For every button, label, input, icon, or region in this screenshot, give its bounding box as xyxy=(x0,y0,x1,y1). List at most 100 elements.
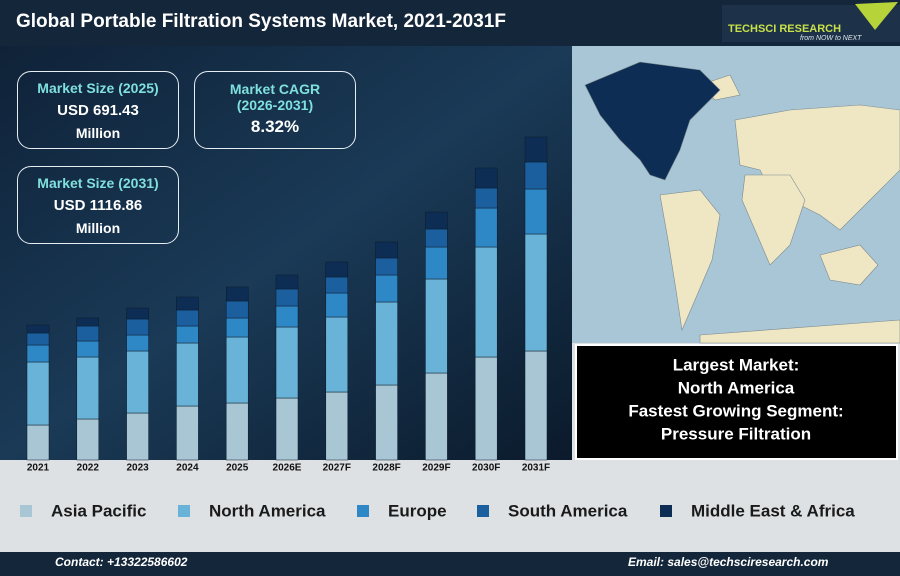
legend-label: North America xyxy=(209,501,326,520)
bar-segment xyxy=(275,274,299,290)
bar-segment xyxy=(474,356,498,461)
highlight-line: North America xyxy=(678,378,795,397)
bar-segment xyxy=(176,405,199,461)
bar-segment xyxy=(524,136,548,163)
bar-segment xyxy=(375,241,398,259)
x-tick-label: 2021 xyxy=(27,463,50,474)
x-tick-label: 2026E xyxy=(273,463,302,474)
tagline: from NOW to NEXT xyxy=(800,35,862,42)
bar-segment xyxy=(126,318,149,336)
bar-segment xyxy=(474,207,498,248)
stat-box: Market CAGR (2026-2031) 8.32% xyxy=(194,71,356,149)
bar-segment xyxy=(126,412,149,461)
contact: Contact: +13322586602 xyxy=(55,555,188,569)
bar-segment xyxy=(425,246,448,280)
bar-segment xyxy=(524,161,548,190)
x-tick-label: 2030F xyxy=(472,463,500,474)
bar-segment xyxy=(524,188,548,235)
bar-segment xyxy=(26,344,50,363)
legend-label: South America xyxy=(508,501,628,520)
x-tick-label: 2031F xyxy=(522,463,550,474)
legend-swatch xyxy=(20,505,32,517)
bar-segment xyxy=(325,316,349,393)
bar-segment xyxy=(126,350,149,414)
bar-segment xyxy=(26,324,50,334)
bar-segment xyxy=(474,187,498,209)
bar-segment xyxy=(126,334,149,352)
bar-segment xyxy=(225,317,249,338)
logo-bg xyxy=(722,5,900,42)
bar-segment xyxy=(375,257,398,276)
highlight-line: Fastest Growing Segment: xyxy=(628,401,843,420)
x-tick-label: 2022 xyxy=(77,463,100,474)
bar-segment xyxy=(425,372,448,461)
legend-label: Asia Pacific xyxy=(51,501,146,520)
bar-segment xyxy=(275,326,299,399)
bar-segment xyxy=(76,356,100,420)
highlight-box xyxy=(575,344,898,460)
bar-segment xyxy=(375,274,398,303)
bar-segment xyxy=(76,340,100,358)
bar-segment xyxy=(325,292,349,318)
bar-segment xyxy=(325,391,349,461)
bar-segment xyxy=(375,384,398,461)
footer xyxy=(0,552,900,576)
bar-segment xyxy=(275,305,299,328)
highlight-line: Largest Market: xyxy=(673,355,800,374)
stat-label: Market CAGR (2026-2031) xyxy=(229,81,321,113)
x-tick-label: 2023 xyxy=(126,463,149,474)
chart: 2021 2022 2023 2024 2025 2026E 2027F 2028F 2029F… xyxy=(20,136,855,520)
bar-segment xyxy=(474,246,498,358)
stat-unit: Million xyxy=(75,220,121,236)
bar-segment xyxy=(76,325,100,342)
stat-box: Market Size (2031) USD 1116.86 Million xyxy=(17,166,179,244)
stat-unit: Million xyxy=(75,125,121,141)
bar-segment xyxy=(375,301,398,386)
bar-segment xyxy=(126,307,149,320)
map-north-america xyxy=(584,61,721,181)
bar-segment xyxy=(225,286,249,302)
bar-segment xyxy=(275,397,299,461)
bar-segment xyxy=(76,317,100,327)
legend-swatch xyxy=(477,505,489,517)
legend-swatch xyxy=(178,505,190,517)
stat-label: Market Size (2031) xyxy=(37,175,159,191)
bar-segment xyxy=(176,325,199,344)
bar-segment xyxy=(524,233,548,352)
x-tick-label: 2028F xyxy=(372,463,400,474)
x-tick-label: 2024 xyxy=(176,463,199,474)
bar-segment xyxy=(524,350,548,461)
logo: TECHSCI RESEARCH xyxy=(728,23,841,35)
highlight-line: Pressure Filtration xyxy=(661,424,811,443)
bar-segment xyxy=(325,276,349,294)
bar-segment xyxy=(225,336,249,404)
stat-box: Market Size (2025) USD 691.43 Million xyxy=(17,71,179,149)
stat-value: 8.32% xyxy=(250,117,300,136)
logo-mark xyxy=(855,2,898,30)
bar-segment xyxy=(425,278,448,374)
x-tick-label: 2027F xyxy=(323,463,351,474)
email: Email: sales@techsciresearch.com xyxy=(628,555,829,569)
x-tick-label: 2029F xyxy=(422,463,450,474)
bar-segment xyxy=(26,424,50,461)
x-tick-label: 2025 xyxy=(226,463,249,474)
bar-segment xyxy=(474,167,498,189)
bar-segment xyxy=(176,296,199,311)
legend-label: Middle East & Africa xyxy=(691,501,855,520)
bar-segment xyxy=(325,261,349,278)
bar-segment xyxy=(76,418,100,461)
bar-segment xyxy=(425,228,448,248)
bar-segment xyxy=(176,342,199,407)
map-land xyxy=(659,74,900,344)
stat-value: USD 691.43 xyxy=(57,102,139,119)
stat-value: USD 1116.86 xyxy=(53,197,143,214)
stat-label: Market Size (2025) xyxy=(37,80,159,96)
bar-segment xyxy=(176,309,199,327)
bar-segment xyxy=(225,300,249,319)
bar-segment xyxy=(26,361,50,426)
legend-swatch xyxy=(357,505,369,517)
bar-segment xyxy=(425,211,448,230)
legend-label: Europe xyxy=(388,501,447,520)
